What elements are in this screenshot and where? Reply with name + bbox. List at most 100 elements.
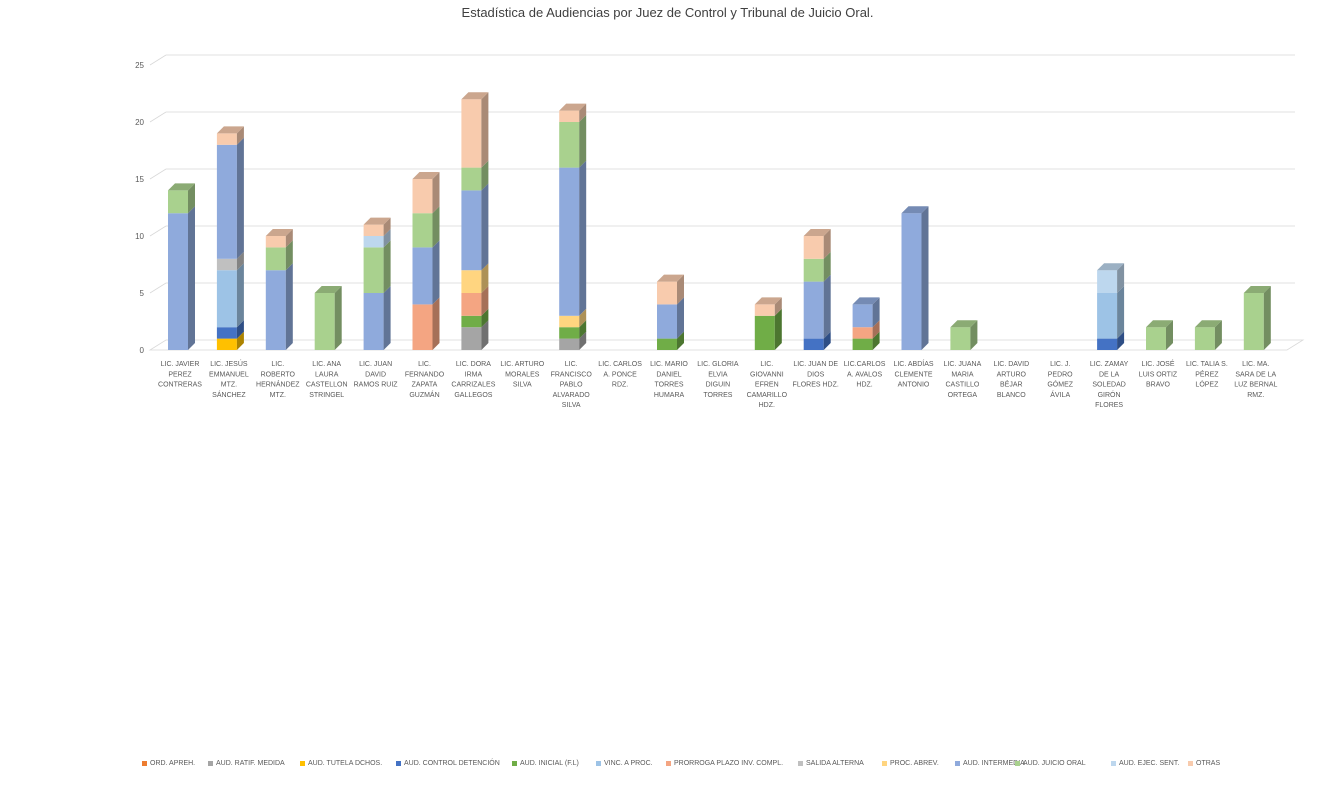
bar-segment-side <box>481 320 489 350</box>
x-tick-label: LIC. DAVID ARTURO BÉJAR BLANCO <box>993 361 1029 399</box>
x-tick-label: LIC. JAVIER PEREZ CONTRERAS <box>158 361 202 389</box>
x-tick-label-line: A. PONCE <box>603 371 637 378</box>
bar-segment-side <box>285 229 293 248</box>
legend-label: AUD. CONTROL DETENCIÓN <box>404 760 500 767</box>
x-tick-label: LIC. GIOVANNI EFREN CAMARILLO HDZ. <box>747 361 788 409</box>
bar-segment <box>657 338 677 350</box>
x-tick-label-line: LIC.CARLOS <box>844 361 886 368</box>
bar-top-face <box>1097 263 1125 271</box>
bar-segment <box>363 236 384 248</box>
y-tick-label: 10 <box>135 232 144 241</box>
bar-segment-side <box>383 229 391 248</box>
bar-segment <box>1097 338 1118 350</box>
x-tick-label: LIC. MARIO DANIEL TORRES HUMARA <box>650 361 688 399</box>
bar-segment <box>216 144 237 259</box>
bar-segment-side <box>236 320 244 339</box>
legend-swatch <box>396 761 401 766</box>
x-tick-label: LIC. JESÚS EMMANUEL MTZ. SÁNCHEZ <box>209 359 249 399</box>
bar-segment-side <box>774 308 782 350</box>
x-tick-label-line: DANIEL <box>656 371 681 378</box>
x-tick-label-line: LIC. JUANA <box>944 361 982 368</box>
bar-segment-side <box>334 286 342 350</box>
x-tick-label-line: GIOVANNI <box>750 371 784 378</box>
bar-segment <box>803 281 824 339</box>
bar-segment-side <box>432 206 440 248</box>
bar-segment-side <box>677 274 684 305</box>
bar-segment <box>461 99 482 168</box>
x-tick-label-line: ORTEGA <box>948 392 978 399</box>
x-tick-label: LIC. JUAN DE DIOS FLORES HDZ. <box>793 361 839 389</box>
bar-segment <box>461 327 482 350</box>
bar-segment-side <box>236 137 244 259</box>
bar-segment <box>461 270 482 293</box>
bar-segment <box>168 213 188 350</box>
legend-item: AUD. INTERMEDIA <box>955 760 1025 767</box>
bar-segment <box>363 247 384 293</box>
x-tick-label-line: GUZMÁN <box>409 390 439 399</box>
x-tick-label-line: HDZ. <box>759 402 775 409</box>
legend-swatch <box>1188 761 1193 766</box>
bar-segment <box>314 293 335 350</box>
x-tick-label-line: MTZ. <box>270 392 286 399</box>
bar-segment <box>265 236 286 248</box>
bar-segment <box>754 315 775 350</box>
x-tick-label: LIC. JUANA MARIA CASTILLO ORTEGA <box>944 361 982 399</box>
x-tick-label-line: PEDRO <box>1048 371 1073 378</box>
x-tick-label-line: DIOS <box>807 371 824 378</box>
legend-swatch <box>208 761 213 766</box>
bar-segment <box>216 270 237 328</box>
bar-segment <box>901 213 922 350</box>
legend-item: PROC. ABREV. <box>882 760 939 767</box>
x-tick-label: LIC. ABDÍAS CLEMENTE ANTONIO <box>893 359 933 389</box>
bar-segment <box>1194 327 1215 350</box>
legend-swatch <box>882 761 887 766</box>
x-tick-label-line: PABLO <box>560 382 583 389</box>
x-tick-label-line: STRINGEL <box>309 392 344 399</box>
bar-segment <box>363 224 384 236</box>
bar-segment-side <box>1166 320 1173 350</box>
bar-top-face <box>216 126 244 134</box>
x-tick-label-line: LIC. JAVIER <box>161 361 200 368</box>
x-tick-label-line: MTZ. <box>221 382 237 389</box>
x-tick-label-line: LIC. DORA <box>456 361 491 368</box>
legend-label: PROC. ABREV. <box>890 760 939 767</box>
bar-segment <box>1097 293 1118 339</box>
x-tick-label-line: HUMARA <box>654 392 685 399</box>
legend-item: AUD. TUTELA DCHOS. <box>300 760 382 767</box>
bar-segment <box>216 133 237 145</box>
x-tick-label-line: CLEMENTE <box>894 371 932 378</box>
y-tick-label: 5 <box>140 289 145 298</box>
x-tick-label: LIC. ZAMAY DE LA SOLEDAD GIRÓN FLORES <box>1090 361 1129 409</box>
x-tick-label-line: FRANCISCO <box>551 371 593 378</box>
bar-segment <box>216 258 237 271</box>
bar-segment <box>559 327 580 339</box>
legend-label: AUD. EJEC. SENT. <box>1119 760 1180 767</box>
legend-label: AUD. INTERMEDIA <box>963 760 1025 767</box>
legend-label: OTRAS <box>1196 760 1221 767</box>
x-tick-label-line: LIC. GLORIA <box>697 361 739 368</box>
legend-label: AUD. INICIAL (F.L) <box>520 760 579 767</box>
bar-segment-side <box>579 320 587 339</box>
x-tick-label-line: PÉREZ <box>1195 369 1219 378</box>
x-tick-label-line: TORRES <box>703 392 732 399</box>
x-tick-label-line: TORRES <box>654 382 683 389</box>
x-tick-label-line: LIC. <box>565 361 578 368</box>
legend-item: AUD. INICIAL (F.L) <box>512 760 579 767</box>
bar-segment-side <box>1214 320 1222 350</box>
legend-label: SALIDA ALTERNA <box>806 760 864 767</box>
bar-segment <box>1146 327 1166 350</box>
x-tick-label-line: SILVA <box>562 402 581 409</box>
bar-segment-side <box>481 286 489 316</box>
legend-item: VINC. A PROC. <box>596 760 653 767</box>
x-tick-label-line: SARA DE LA <box>1235 371 1276 378</box>
x-tick-label-line: LIC. CARLOS <box>598 361 642 368</box>
bar-top-face <box>265 229 293 236</box>
legend-label: AUD. RATIF. MEDIDA <box>216 760 285 767</box>
x-tick-label-line: LIC. <box>418 361 431 368</box>
x-tick-label-line: LIC. <box>271 361 284 368</box>
x-tick-label-line: IRMA <box>465 371 483 378</box>
x-tick-label-line: ALVARADO <box>553 392 591 399</box>
x-tick-label-line: CASTILLO <box>945 382 979 389</box>
legend-swatch <box>512 761 517 766</box>
x-tick-label: LIC. JUAN DAVID RAMOS RUIZ <box>354 361 399 389</box>
